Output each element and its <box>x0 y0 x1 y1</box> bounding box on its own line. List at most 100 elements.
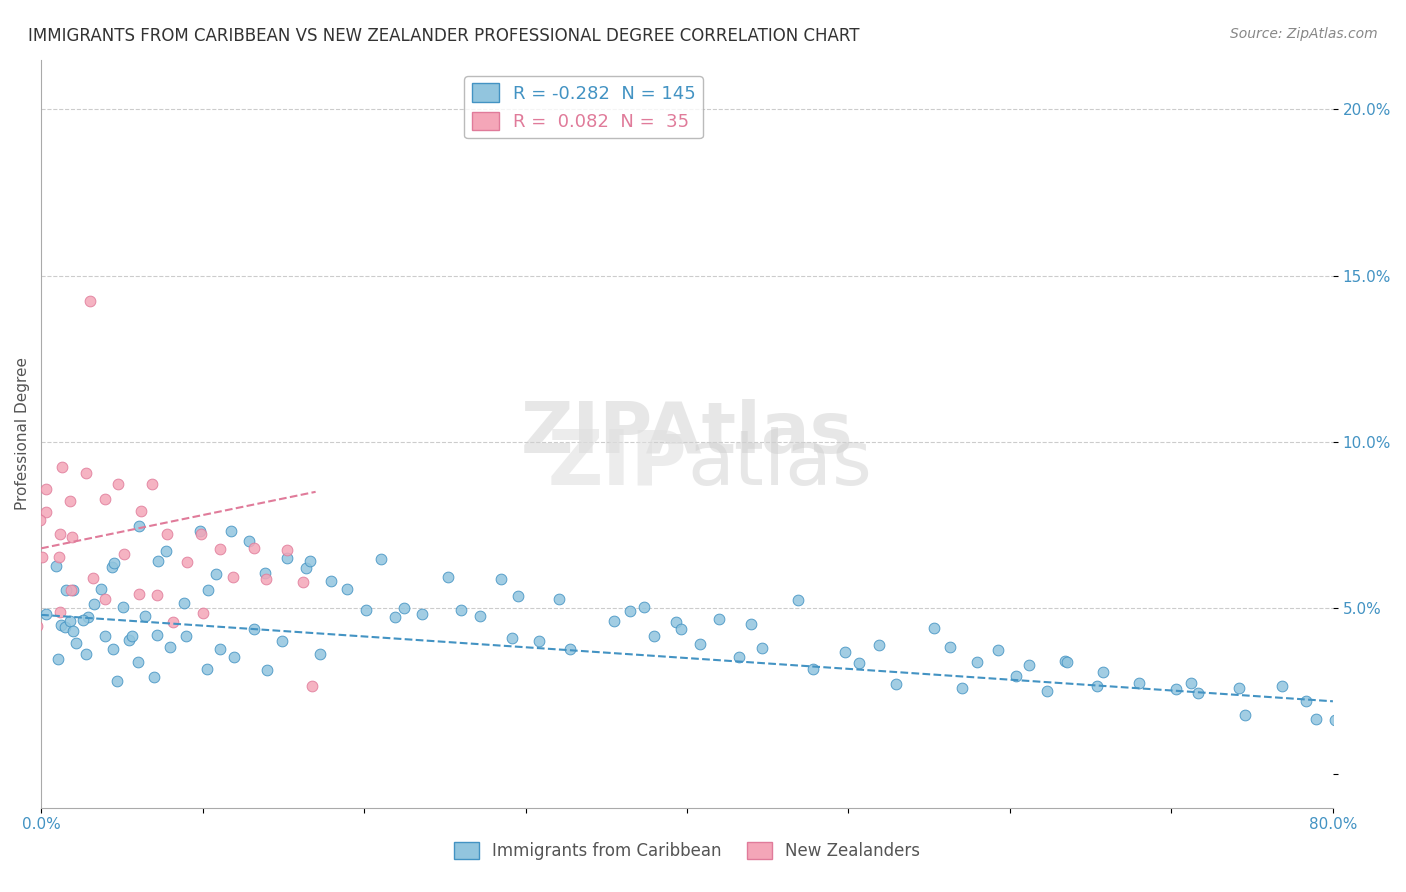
Point <box>191 607 214 621</box>
Point <box>49 605 72 619</box>
Point <box>83 597 105 611</box>
Point <box>31 550 53 565</box>
Point <box>665 615 688 630</box>
Point <box>197 582 219 597</box>
Point <box>384 609 406 624</box>
Point <box>1234 708 1257 723</box>
Point <box>51 460 73 475</box>
Point <box>450 602 472 616</box>
Point <box>1128 676 1150 690</box>
Point <box>271 633 294 648</box>
Point <box>558 641 581 656</box>
Y-axis label: Professional Degree: Professional Degree <box>15 357 30 510</box>
Point <box>619 604 641 618</box>
Point <box>501 631 523 645</box>
Point <box>190 526 212 541</box>
Point <box>922 620 945 634</box>
Text: ZIPAtlas: ZIPAtlas <box>520 399 853 468</box>
Point <box>950 681 973 695</box>
Point <box>221 570 243 584</box>
Point <box>740 616 762 631</box>
Point <box>34 505 56 519</box>
Point <box>112 600 135 615</box>
Text: ZIPAtlas: ZIPAtlas <box>520 399 853 468</box>
Point <box>319 574 342 588</box>
Point <box>59 614 82 628</box>
Point <box>156 527 179 541</box>
Point <box>411 607 433 621</box>
Point <box>987 643 1010 657</box>
Point <box>62 582 84 597</box>
Point <box>45 559 67 574</box>
Text: ZIP: ZIP <box>547 426 688 500</box>
Point <box>34 607 56 621</box>
Point <box>966 656 988 670</box>
Point <box>141 477 163 491</box>
Point <box>301 679 323 693</box>
Point <box>146 588 169 602</box>
Point <box>134 608 156 623</box>
Point <box>1166 682 1188 697</box>
Point <box>53 620 76 634</box>
Point <box>1271 679 1294 693</box>
Point <box>1227 681 1250 695</box>
Point <box>848 656 870 670</box>
Point <box>75 647 97 661</box>
Point <box>1295 694 1317 708</box>
Point <box>48 550 70 565</box>
Point <box>254 566 277 580</box>
Point <box>127 655 149 669</box>
Legend: R = -0.282  N = 145, R =  0.082  N =  35: R = -0.282 N = 145, R = 0.082 N = 35 <box>464 76 703 138</box>
Point <box>336 582 359 596</box>
Point <box>527 633 550 648</box>
Point <box>884 677 907 691</box>
Point <box>148 554 170 568</box>
Point <box>470 608 492 623</box>
Point <box>173 596 195 610</box>
Point <box>146 628 169 642</box>
Point <box>224 649 246 664</box>
Point <box>603 614 626 628</box>
Point <box>394 600 416 615</box>
Point <box>176 555 198 569</box>
Point <box>94 592 117 607</box>
Point <box>643 629 665 643</box>
Point <box>121 629 143 643</box>
Point <box>707 612 730 626</box>
Point <box>308 647 330 661</box>
Point <box>49 617 72 632</box>
Point <box>46 652 69 666</box>
Point <box>669 623 692 637</box>
Point <box>689 637 711 651</box>
Point <box>174 629 197 643</box>
Point <box>254 572 277 586</box>
Point <box>219 524 242 539</box>
Point <box>243 541 266 556</box>
Point <box>142 670 165 684</box>
Point <box>129 504 152 518</box>
Text: IMMIGRANTS FROM CARIBBEAN VS NEW ZEALANDER PROFESSIONAL DEGREE CORRELATION CHART: IMMIGRANTS FROM CARIBBEAN VS NEW ZEALAND… <box>28 27 859 45</box>
Point <box>208 541 231 556</box>
Point <box>62 624 84 638</box>
Point <box>370 551 392 566</box>
Point <box>60 530 83 544</box>
Point <box>208 641 231 656</box>
Point <box>939 640 962 655</box>
Point <box>1005 669 1028 683</box>
Point <box>1187 686 1209 700</box>
Point <box>489 573 512 587</box>
Point <box>195 662 218 676</box>
Point <box>1085 679 1108 693</box>
Point <box>751 640 773 655</box>
Point <box>82 571 104 585</box>
Point <box>107 674 129 689</box>
Point <box>75 467 97 481</box>
Point <box>1056 655 1078 669</box>
Point <box>101 641 124 656</box>
Point <box>1054 654 1077 668</box>
Point <box>1323 713 1346 727</box>
Point <box>728 650 751 665</box>
Point <box>101 560 124 574</box>
Point <box>437 570 460 584</box>
Point <box>94 491 117 506</box>
